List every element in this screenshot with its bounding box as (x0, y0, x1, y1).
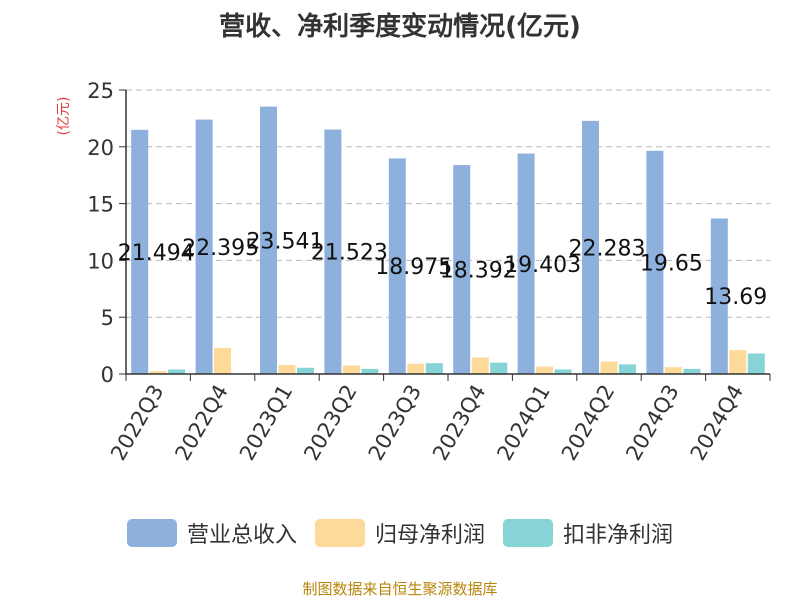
bar-2-2024Q1 (554, 369, 572, 374)
data-label: 18.392 (440, 259, 517, 284)
x-tick-label: 2022Q4 (170, 381, 232, 465)
gridlines (126, 89, 770, 318)
bar-2-2024Q3 (683, 368, 701, 374)
y-tick-label: 10 (87, 249, 114, 273)
bar-2-2023Q3 (425, 363, 443, 374)
bar-0-2022Q4 (195, 119, 213, 374)
bar-2-2024Q4 (747, 353, 765, 374)
bar-1-2024Q4 (729, 350, 747, 374)
data-label: 21.523 (311, 241, 388, 266)
bars (131, 106, 765, 375)
x-tick-label: 2024Q1 (492, 381, 554, 465)
x-tick-label: 2023Q1 (235, 381, 297, 465)
bar-1-2023Q1 (278, 364, 296, 374)
bar-0-2023Q4 (453, 165, 471, 374)
legend-swatch (503, 519, 553, 547)
data-label: 22.395 (182, 236, 259, 261)
legend-item[interactable]: 营业总收入 (126, 517, 297, 549)
bar-0-2024Q4 (710, 218, 728, 374)
y-tick-label: 15 (87, 193, 114, 217)
x-tick-label: 2023Q3 (364, 381, 426, 465)
bar-2-2024Q2 (619, 364, 636, 374)
data-label: 22.283 (569, 236, 646, 261)
legend-item[interactable]: 扣非净利润 (503, 517, 673, 549)
bar-0-2024Q1 (517, 153, 535, 374)
x-tick-label: 2022Q3 (106, 381, 168, 465)
bar-0-2024Q3 (646, 150, 664, 374)
bar-1-2024Q1 (536, 366, 554, 374)
data-label: 19.403 (504, 253, 581, 278)
y-tick-label: 20 (87, 136, 114, 160)
data-label: 18.975 (375, 255, 452, 280)
bar-2-2023Q4 (490, 362, 508, 374)
bar-1-2024Q2 (600, 361, 618, 374)
x-tick-label: 2023Q4 (428, 381, 490, 465)
bar-2-2023Q2 (361, 368, 379, 374)
legend: 营业总收入 归母净利润 扣非净利润 (0, 517, 800, 549)
data-label: 23.541 (247, 229, 324, 254)
bar-2-2023Q1 (297, 367, 314, 374)
x-tick-label: 2024Q2 (557, 381, 619, 465)
x-tick-label: 2024Q4 (686, 381, 748, 465)
bar-0-2022Q3 (131, 129, 149, 374)
bar-2-2022Q3 (168, 369, 186, 374)
data-labels: 21.49422.39523.54121.52318.97518.39219.4… (118, 229, 768, 310)
legend-item[interactable]: 归母净利润 (314, 517, 485, 549)
legend-swatch (126, 519, 177, 547)
data-label: 19.65 (640, 251, 703, 276)
legend-label: 归母净利润 (374, 523, 485, 548)
source-note: 制图数据来自恒生聚源数据库 (302, 580, 498, 598)
bar-1-2022Q4 (214, 347, 232, 374)
y-tick-label: 5 (101, 306, 114, 330)
bar-0-2023Q1 (260, 106, 277, 374)
bar-1-2023Q4 (471, 357, 489, 374)
bar-1-2023Q2 (342, 365, 360, 374)
x-tick-label: 2023Q2 (299, 381, 361, 465)
x-tick-label: 2024Q3 (621, 381, 683, 465)
bar-0-2023Q3 (388, 158, 406, 374)
legend-label: 扣非净利润 (563, 523, 674, 548)
bar-1-2022Q3 (149, 371, 167, 374)
y-tick-label: 0 (101, 363, 114, 387)
legend-label: 营业总收入 (186, 523, 297, 548)
bar-1-2024Q3 (664, 367, 682, 374)
legend-swatch (314, 519, 365, 547)
bar-0-2024Q2 (582, 120, 599, 375)
bar-0-2023Q2 (324, 129, 342, 374)
data-label: 21.494 (118, 241, 195, 266)
y-tick-label: 25 (87, 79, 114, 103)
chart-title: 营收、净利季度变动情况(亿元) (219, 12, 581, 42)
y-axis-label: (亿元) (56, 97, 72, 136)
bar-1-2023Q3 (407, 363, 425, 374)
data-label: 13.69 (704, 285, 767, 310)
